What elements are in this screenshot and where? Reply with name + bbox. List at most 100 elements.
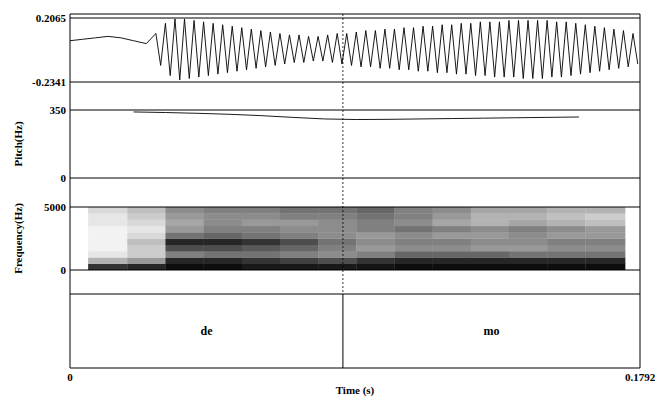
- frame: [70, 368, 640, 369]
- spectrogram-cell: [318, 207, 356, 214]
- spectrogram-cell: [280, 245, 318, 252]
- spectrogram-cell: [280, 213, 318, 220]
- spectrogram-cell: [547, 257, 585, 264]
- spectrogram-cell: [433, 264, 471, 270]
- spectrogram-cell: [88, 207, 127, 214]
- spectrogram-cell: [394, 251, 432, 258]
- tick-label: 0: [67, 371, 73, 383]
- spectrogram-cell: [433, 257, 471, 264]
- spectrogram-cell: [204, 226, 242, 233]
- interval-label: mo: [483, 324, 499, 338]
- spectrogram-cell: [88, 239, 127, 246]
- spectrogram-cell: [318, 213, 356, 220]
- spectrogram-cell: [127, 264, 165, 270]
- spectrogram-cell: [547, 220, 585, 227]
- spectrogram-cell: [165, 226, 203, 233]
- tick-label: 0.1792: [625, 371, 656, 383]
- spectrogram-cell: [394, 245, 432, 252]
- spectrogram-cell: [88, 257, 127, 264]
- tick-line: [70, 178, 640, 179]
- spectrogram-cell: [356, 239, 394, 246]
- spectrogram-cell: [471, 257, 509, 264]
- spectrogram-cell: [242, 207, 280, 214]
- spectrogram-cell: [165, 213, 203, 220]
- spectrogram-cell: [471, 264, 509, 270]
- spectrogram-cell: [585, 257, 625, 264]
- spectrogram-cell: [433, 251, 471, 258]
- spectrogram-cell: [165, 251, 203, 258]
- spectrogram-cell: [127, 232, 165, 239]
- spectrogram-cell: [165, 264, 203, 270]
- spectrogram-cell: [471, 251, 509, 258]
- spectrogram-cell: [547, 213, 585, 220]
- spectrogram-cell: [547, 226, 585, 233]
- spectrogram-cell: [509, 251, 547, 258]
- spectrogram-cell: [509, 239, 547, 246]
- spectrogram-cell: [394, 207, 432, 214]
- axis-title: Pitch(Hz): [12, 121, 25, 167]
- spectrogram-cell: [280, 232, 318, 239]
- spectrogram-cell: [318, 239, 356, 246]
- spectrogram-cell: [204, 232, 242, 239]
- spectrogram-cell: [585, 220, 625, 227]
- trace: [134, 112, 579, 120]
- spectrogram-cell: [509, 207, 547, 214]
- spectrogram-cell: [318, 251, 356, 258]
- spectrogram-cell: [318, 232, 356, 239]
- spectrogram-cell: [471, 232, 509, 239]
- spectrogram-cell: [318, 264, 356, 270]
- spectrogram-cell: [394, 239, 432, 246]
- spectrogram-cell: [585, 264, 625, 270]
- spectrogram-cell: [585, 207, 625, 214]
- spectrogram-cell: [242, 264, 280, 270]
- spectrogram-cell: [127, 245, 165, 252]
- spectrogram-cell: [204, 239, 242, 246]
- spectrogram-cell: [280, 207, 318, 214]
- spectrogram-cell: [280, 251, 318, 258]
- spectrogram-cell: [242, 251, 280, 258]
- spectrogram-cell: [356, 251, 394, 258]
- spectrogram-cell: [433, 213, 471, 220]
- spectrogram-cell: [127, 257, 165, 264]
- spectrogram-cell: [127, 239, 165, 246]
- trace: [70, 19, 638, 80]
- spectrogram-cell: [165, 232, 203, 239]
- tick-label: 0: [61, 264, 67, 276]
- spectrogram-cell: [547, 232, 585, 239]
- spectrogram-cell: [433, 239, 471, 246]
- spectrogram-cell: [88, 264, 127, 270]
- tick-label: 5000: [44, 201, 67, 213]
- spectrogram-cell: [165, 245, 203, 252]
- spectrogram-cell: [547, 239, 585, 246]
- spectrogram-cell: [509, 264, 547, 270]
- spectrogram-cell: [394, 226, 432, 233]
- spectrogram-cell: [471, 226, 509, 233]
- spectrogram-cell: [127, 220, 165, 227]
- spectrogram-cell: [280, 257, 318, 264]
- frame: [640, 14, 641, 368]
- plot-area: [134, 112, 579, 120]
- spectrogram-cell: [88, 251, 127, 258]
- tick-line: [70, 207, 640, 208]
- spectrogram-cell: [471, 207, 509, 214]
- spectrogram-cell: [509, 220, 547, 227]
- spectrogram-cell: [585, 239, 625, 246]
- spectrogram-cell: [509, 232, 547, 239]
- spectrogram-cell: [471, 220, 509, 227]
- spectrogram-cell: [204, 264, 242, 270]
- tick-label: 0.2065: [36, 12, 67, 24]
- spectrogram-cell: [433, 220, 471, 227]
- spectrogram-cell: [547, 251, 585, 258]
- plot-area: [70, 19, 638, 80]
- axis-title: Frequency(Hz): [12, 203, 25, 274]
- spectrogram-cell: [88, 213, 127, 220]
- spectrogram-cell: [88, 232, 127, 239]
- spectrogram-cell: [204, 257, 242, 264]
- frame: [70, 14, 640, 15]
- spectrogram-cell: [242, 239, 280, 246]
- spectrogram-cell: [509, 213, 547, 220]
- interval-label: de: [200, 324, 213, 338]
- spectrogram-cell: [471, 245, 509, 252]
- tick-line: [70, 110, 640, 111]
- spectrogram-cell: [318, 220, 356, 227]
